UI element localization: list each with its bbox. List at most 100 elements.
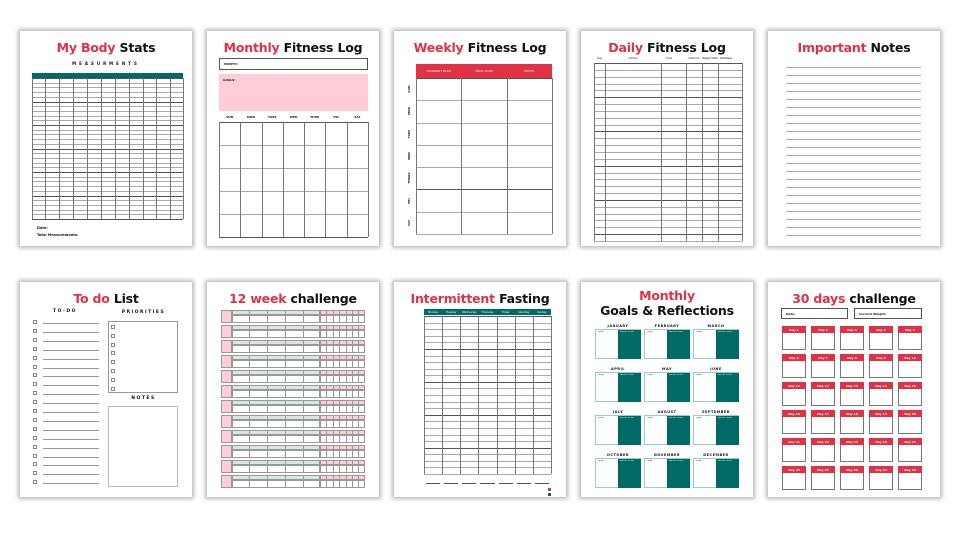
day-box[interactable]	[840, 389, 864, 406]
day-box[interactable]	[898, 333, 922, 350]
checkbox[interactable]	[111, 351, 115, 356]
day-box[interactable]	[898, 389, 922, 406]
day-box[interactable]	[840, 445, 864, 462]
checkbox[interactable]	[111, 360, 115, 365]
day-box[interactable]	[840, 333, 864, 350]
day-box[interactable]	[782, 333, 806, 350]
grid-line	[304, 122, 306, 237]
weekday-checks[interactable]	[320, 330, 365, 338]
day-box[interactable]	[869, 445, 893, 462]
month-box[interactable]: GOAL REFLECTIONS	[595, 458, 641, 488]
checkbox[interactable]	[33, 417, 37, 422]
tracker-values[interactable]	[232, 360, 320, 368]
day-box[interactable]	[869, 361, 893, 378]
month-box[interactable]: GOAL REFLECTIONS	[693, 458, 739, 488]
day-box[interactable]	[898, 445, 922, 462]
month-box[interactable]: GOAL REFLECTIONS	[644, 329, 690, 359]
weekday-checks[interactable]	[320, 390, 365, 398]
checkbox[interactable]	[33, 426, 37, 431]
day-box[interactable]	[811, 417, 835, 434]
month-box[interactable]: GOAL REFLECTIONS	[693, 415, 739, 445]
day-box[interactable]	[782, 389, 806, 406]
tracker-values[interactable]	[232, 375, 320, 383]
day-box[interactable]	[782, 417, 806, 434]
current-weight-field[interactable]: Current Weight:	[854, 308, 922, 319]
checkbox[interactable]	[33, 346, 37, 351]
day-box[interactable]	[840, 417, 864, 434]
goals-field[interactable]: GOALS:	[219, 74, 368, 111]
weekday-checks[interactable]	[320, 315, 365, 323]
day-box[interactable]	[869, 333, 893, 350]
day-box[interactable]	[782, 445, 806, 462]
day-box[interactable]	[869, 417, 893, 434]
tracker-values[interactable]	[232, 330, 320, 338]
checkbox[interactable]	[33, 435, 37, 440]
weekday-checks[interactable]	[320, 405, 365, 413]
month-field[interactable]: MONTH:	[219, 58, 368, 70]
day-box[interactable]	[898, 361, 922, 378]
checkbox[interactable]	[33, 480, 37, 485]
month-box[interactable]: GOAL REFLECTIONS	[693, 372, 739, 402]
checkbox[interactable]	[33, 373, 37, 378]
checkbox[interactable]	[33, 471, 37, 476]
month-box[interactable]: GOAL REFLECTIONS	[693, 329, 739, 359]
checkbox[interactable]	[33, 391, 37, 396]
weekday-checks[interactable]	[320, 480, 365, 488]
weekday-checks[interactable]	[320, 360, 365, 368]
day-box[interactable]	[869, 389, 893, 406]
weekday-checks[interactable]	[320, 435, 365, 443]
day-box[interactable]	[811, 473, 835, 490]
checkbox[interactable]	[111, 333, 115, 338]
day-box[interactable]	[840, 361, 864, 378]
day-box[interactable]	[811, 389, 835, 406]
checkbox[interactable]	[111, 386, 115, 391]
weekday-checks[interactable]	[320, 450, 365, 458]
tracker-values[interactable]	[232, 315, 320, 323]
checkbox[interactable]	[33, 400, 37, 405]
checkbox[interactable]	[33, 453, 37, 458]
tracker-values[interactable]	[232, 390, 320, 398]
checkbox[interactable]	[33, 409, 37, 413]
tracker-values[interactable]	[232, 480, 320, 488]
checkbox[interactable]	[111, 377, 115, 382]
checkbox[interactable]	[111, 369, 115, 373]
day-box[interactable]	[869, 473, 893, 490]
day-box[interactable]	[811, 361, 835, 378]
date-field[interactable]: Date:	[781, 308, 848, 319]
checkbox[interactable]	[33, 364, 37, 369]
tracker-values[interactable]	[232, 435, 320, 443]
day-box[interactable]	[782, 361, 806, 378]
day-box[interactable]	[898, 473, 922, 490]
checkbox[interactable]	[33, 328, 37, 333]
day-box[interactable]	[782, 473, 806, 490]
checkbox[interactable]	[33, 382, 37, 387]
checkbox[interactable]	[33, 337, 37, 342]
month-box[interactable]: GOAL REFLECTIONS	[644, 372, 690, 402]
checkbox[interactable]	[33, 320, 37, 324]
month-box[interactable]: GOAL REFLECTIONS	[595, 415, 641, 445]
checkbox[interactable]	[33, 462, 37, 467]
tracker-values[interactable]	[232, 450, 320, 458]
day-box[interactable]	[840, 473, 864, 490]
weekday-checks[interactable]	[320, 420, 365, 428]
month-box[interactable]: GOAL REFLECTIONS	[595, 372, 641, 402]
day-box[interactable]	[898, 417, 922, 434]
checkbox[interactable]	[33, 444, 37, 449]
tracker-values[interactable]	[232, 465, 320, 473]
month-box[interactable]: GOAL REFLECTIONS	[644, 415, 690, 445]
grid-line	[219, 145, 368, 146]
month-box[interactable]: GOAL REFLECTIONS	[644, 458, 690, 488]
month-box[interactable]: GOAL REFLECTIONS	[595, 329, 641, 359]
weekday-checks[interactable]	[320, 375, 365, 383]
notes-box[interactable]	[108, 406, 178, 487]
tracker-values[interactable]	[232, 345, 320, 353]
checkbox[interactable]	[111, 325, 115, 329]
weekday-checks[interactable]	[320, 345, 365, 353]
tracker-values[interactable]	[232, 405, 320, 413]
checkbox[interactable]	[33, 355, 37, 360]
checkbox[interactable]	[111, 342, 115, 347]
weekday-checks[interactable]	[320, 465, 365, 473]
day-box[interactable]	[811, 445, 835, 462]
tracker-values[interactable]	[232, 420, 320, 428]
day-box[interactable]	[811, 333, 835, 350]
